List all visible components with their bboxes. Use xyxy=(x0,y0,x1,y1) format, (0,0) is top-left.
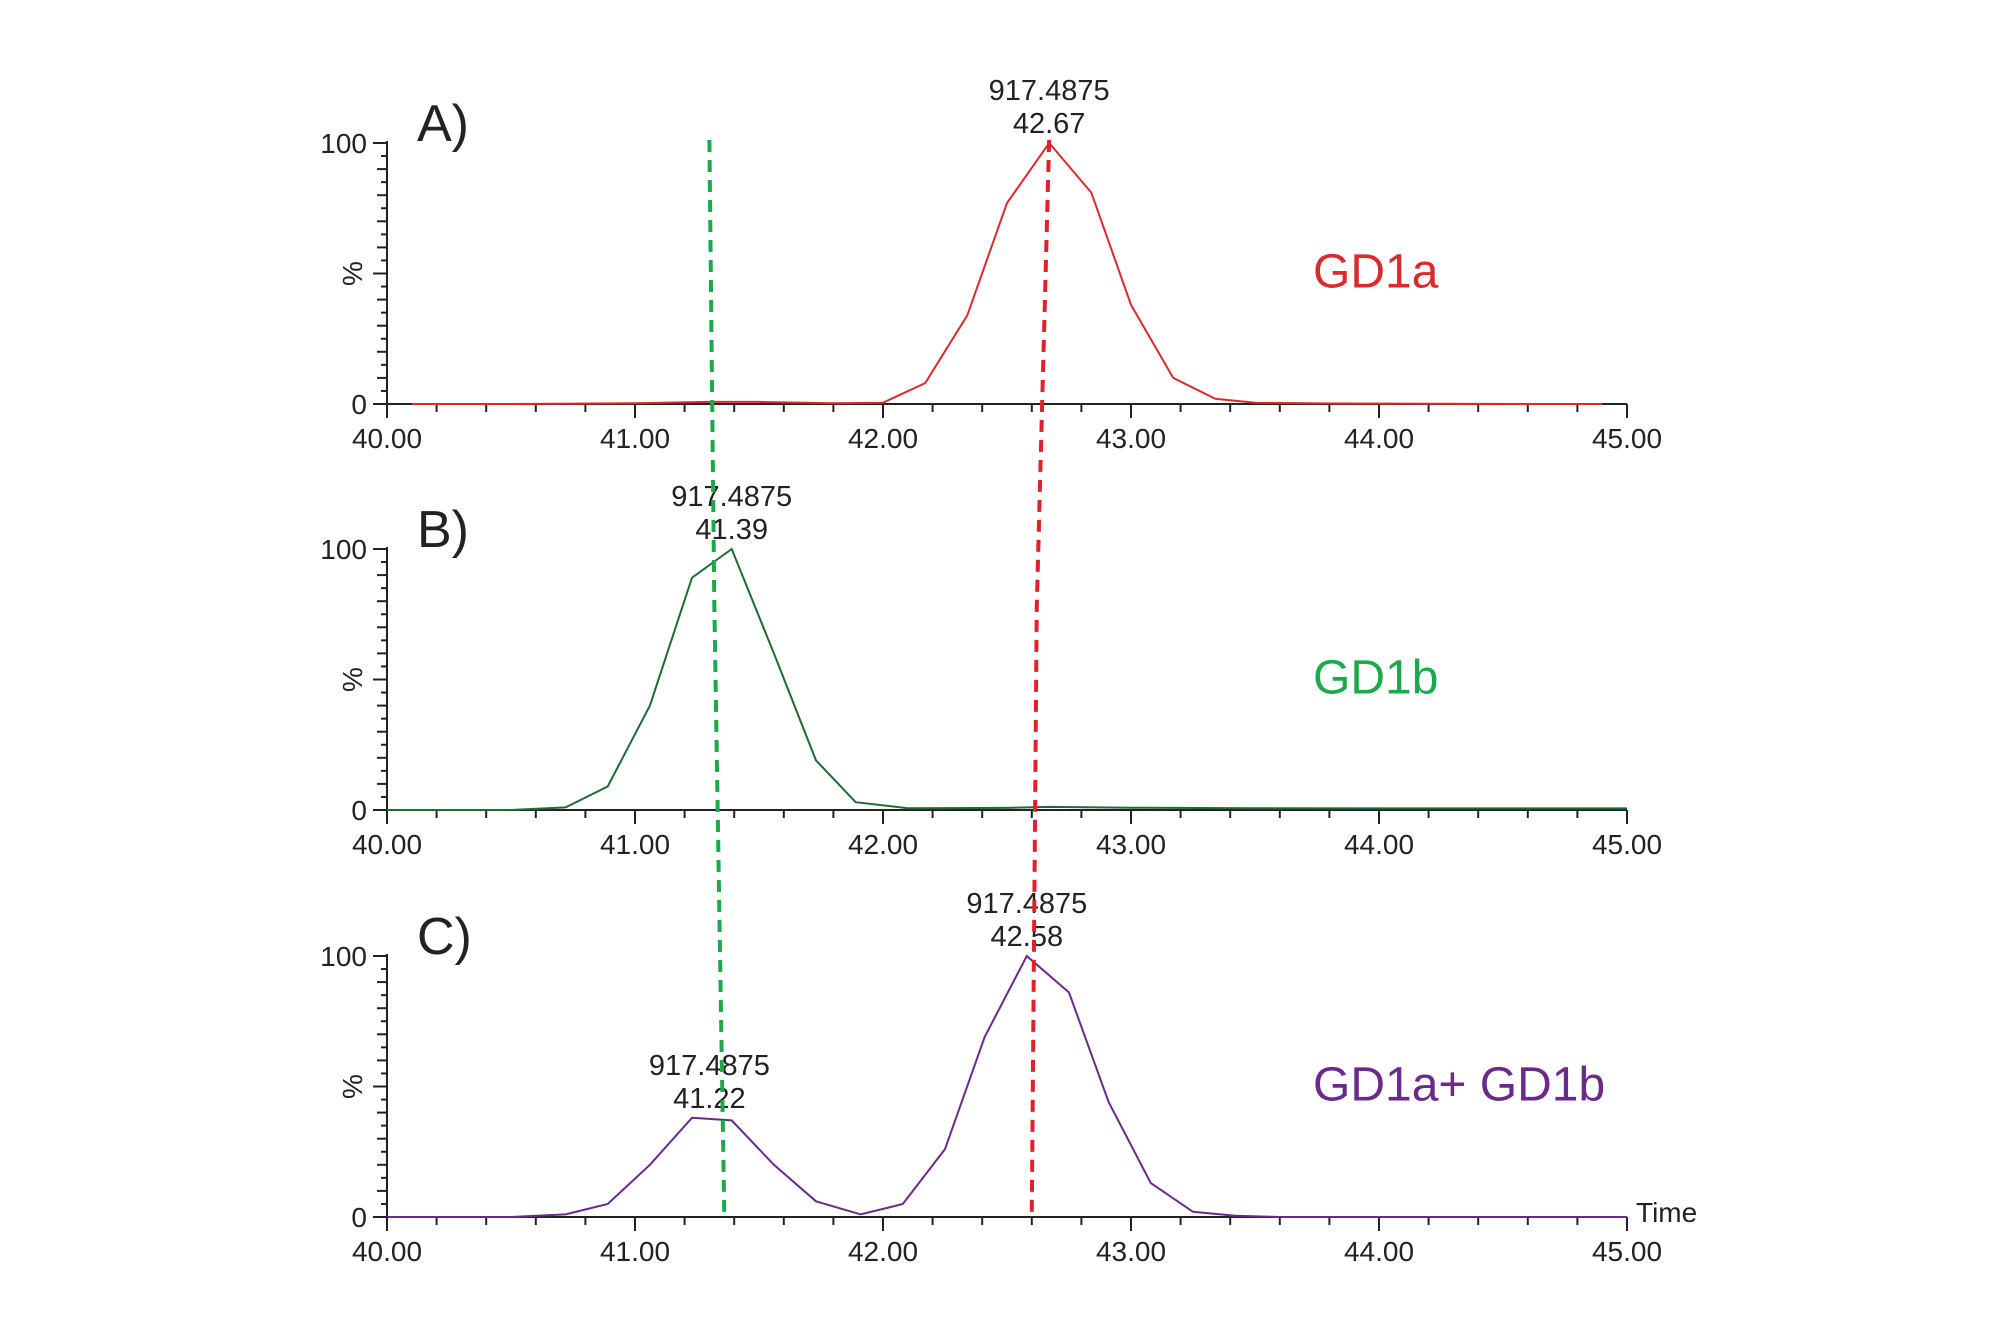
x-tick-label: 45.00 xyxy=(1592,829,1662,860)
x-tick-label: 43.00 xyxy=(1096,829,1166,860)
reference-lines-layer xyxy=(707,139,1052,1214)
y-tick-label: 100 xyxy=(320,941,367,972)
y-tick-label: 0 xyxy=(351,795,367,826)
x-tick-label: 41.00 xyxy=(600,1236,670,1267)
panel-0: 40.00 41.00 42.00 43.00 44.00 45.00 0 100% A) 917… xyxy=(320,75,1662,454)
x-tick-label: 42.00 xyxy=(848,1236,918,1267)
x-tick-label: 40.00 xyxy=(352,1236,422,1267)
x-tick-label: 43.00 xyxy=(1096,423,1166,454)
compound-label: GD1a xyxy=(1313,246,1439,299)
x-tick-label: 45.00 xyxy=(1592,423,1662,454)
peak-rt-label: 42.58 xyxy=(991,921,1064,953)
peak-rt-label: 41.22 xyxy=(673,1083,746,1115)
x-tick-label: 42.00 xyxy=(848,829,918,860)
y-tick-label: 100 xyxy=(320,534,367,565)
x-tick-label: 44.00 xyxy=(1344,423,1414,454)
x-tick-label: 44.00 xyxy=(1344,829,1414,860)
compound-label: GD1b xyxy=(1313,652,1438,705)
peak-rt-label: 42.67 xyxy=(1013,108,1086,140)
reference-line-0 xyxy=(707,139,727,1214)
y-axis-title: % xyxy=(337,1074,368,1099)
x-tick-label: 40.00 xyxy=(352,423,422,454)
panel-1: 40.00 41.00 42.00 43.00 44.00 45.00 0 100% B) 917… xyxy=(320,481,1662,860)
trace-1 xyxy=(387,547,1627,811)
x-tick-label: 41.00 xyxy=(600,423,670,454)
y-axis-title: % xyxy=(337,667,368,692)
panel-letter: A) xyxy=(417,95,469,153)
x-tick-label: 45.00 xyxy=(1592,1236,1662,1267)
y-axis-title: % xyxy=(337,261,368,286)
y-tick-label: 0 xyxy=(351,389,367,420)
x-tick-label: 44.00 xyxy=(1344,1236,1414,1267)
panel-letter: C) xyxy=(417,908,472,966)
peak-mz-label: 917.4875 xyxy=(966,888,1087,920)
peak-mz-label: 917.4875 xyxy=(649,1050,770,1082)
x-tick-label: 41.00 xyxy=(600,829,670,860)
panel-letter: B) xyxy=(417,501,469,559)
y-tick-label: 0 xyxy=(351,1202,367,1233)
y-tick-label: 100 xyxy=(320,128,367,159)
peak-mz-label: 917.4875 xyxy=(989,75,1110,107)
x-axis-title: Time xyxy=(1636,1197,1697,1228)
x-tick-label: 40.00 xyxy=(352,829,422,860)
x-tick-label: 42.00 xyxy=(848,423,918,454)
trace-0 xyxy=(411,141,1603,405)
peak-mz-label: 917.4875 xyxy=(671,481,792,513)
trace-2 xyxy=(387,954,1627,1218)
peak-rt-label: 41.39 xyxy=(695,514,768,546)
x-tick-label: 43.00 xyxy=(1096,1236,1166,1267)
panel-2: 40.00 41.00 42.00 43.00 44.00 45.00 0 100% C) 917… xyxy=(320,888,1662,1267)
reference-line-1 xyxy=(1029,139,1052,1214)
compound-label: GD1a+ GD1b xyxy=(1313,1059,1605,1112)
panels-layer: 40.00 41.00 42.00 43.00 44.00 45.00 0 100% A) 917… xyxy=(320,75,1662,1267)
